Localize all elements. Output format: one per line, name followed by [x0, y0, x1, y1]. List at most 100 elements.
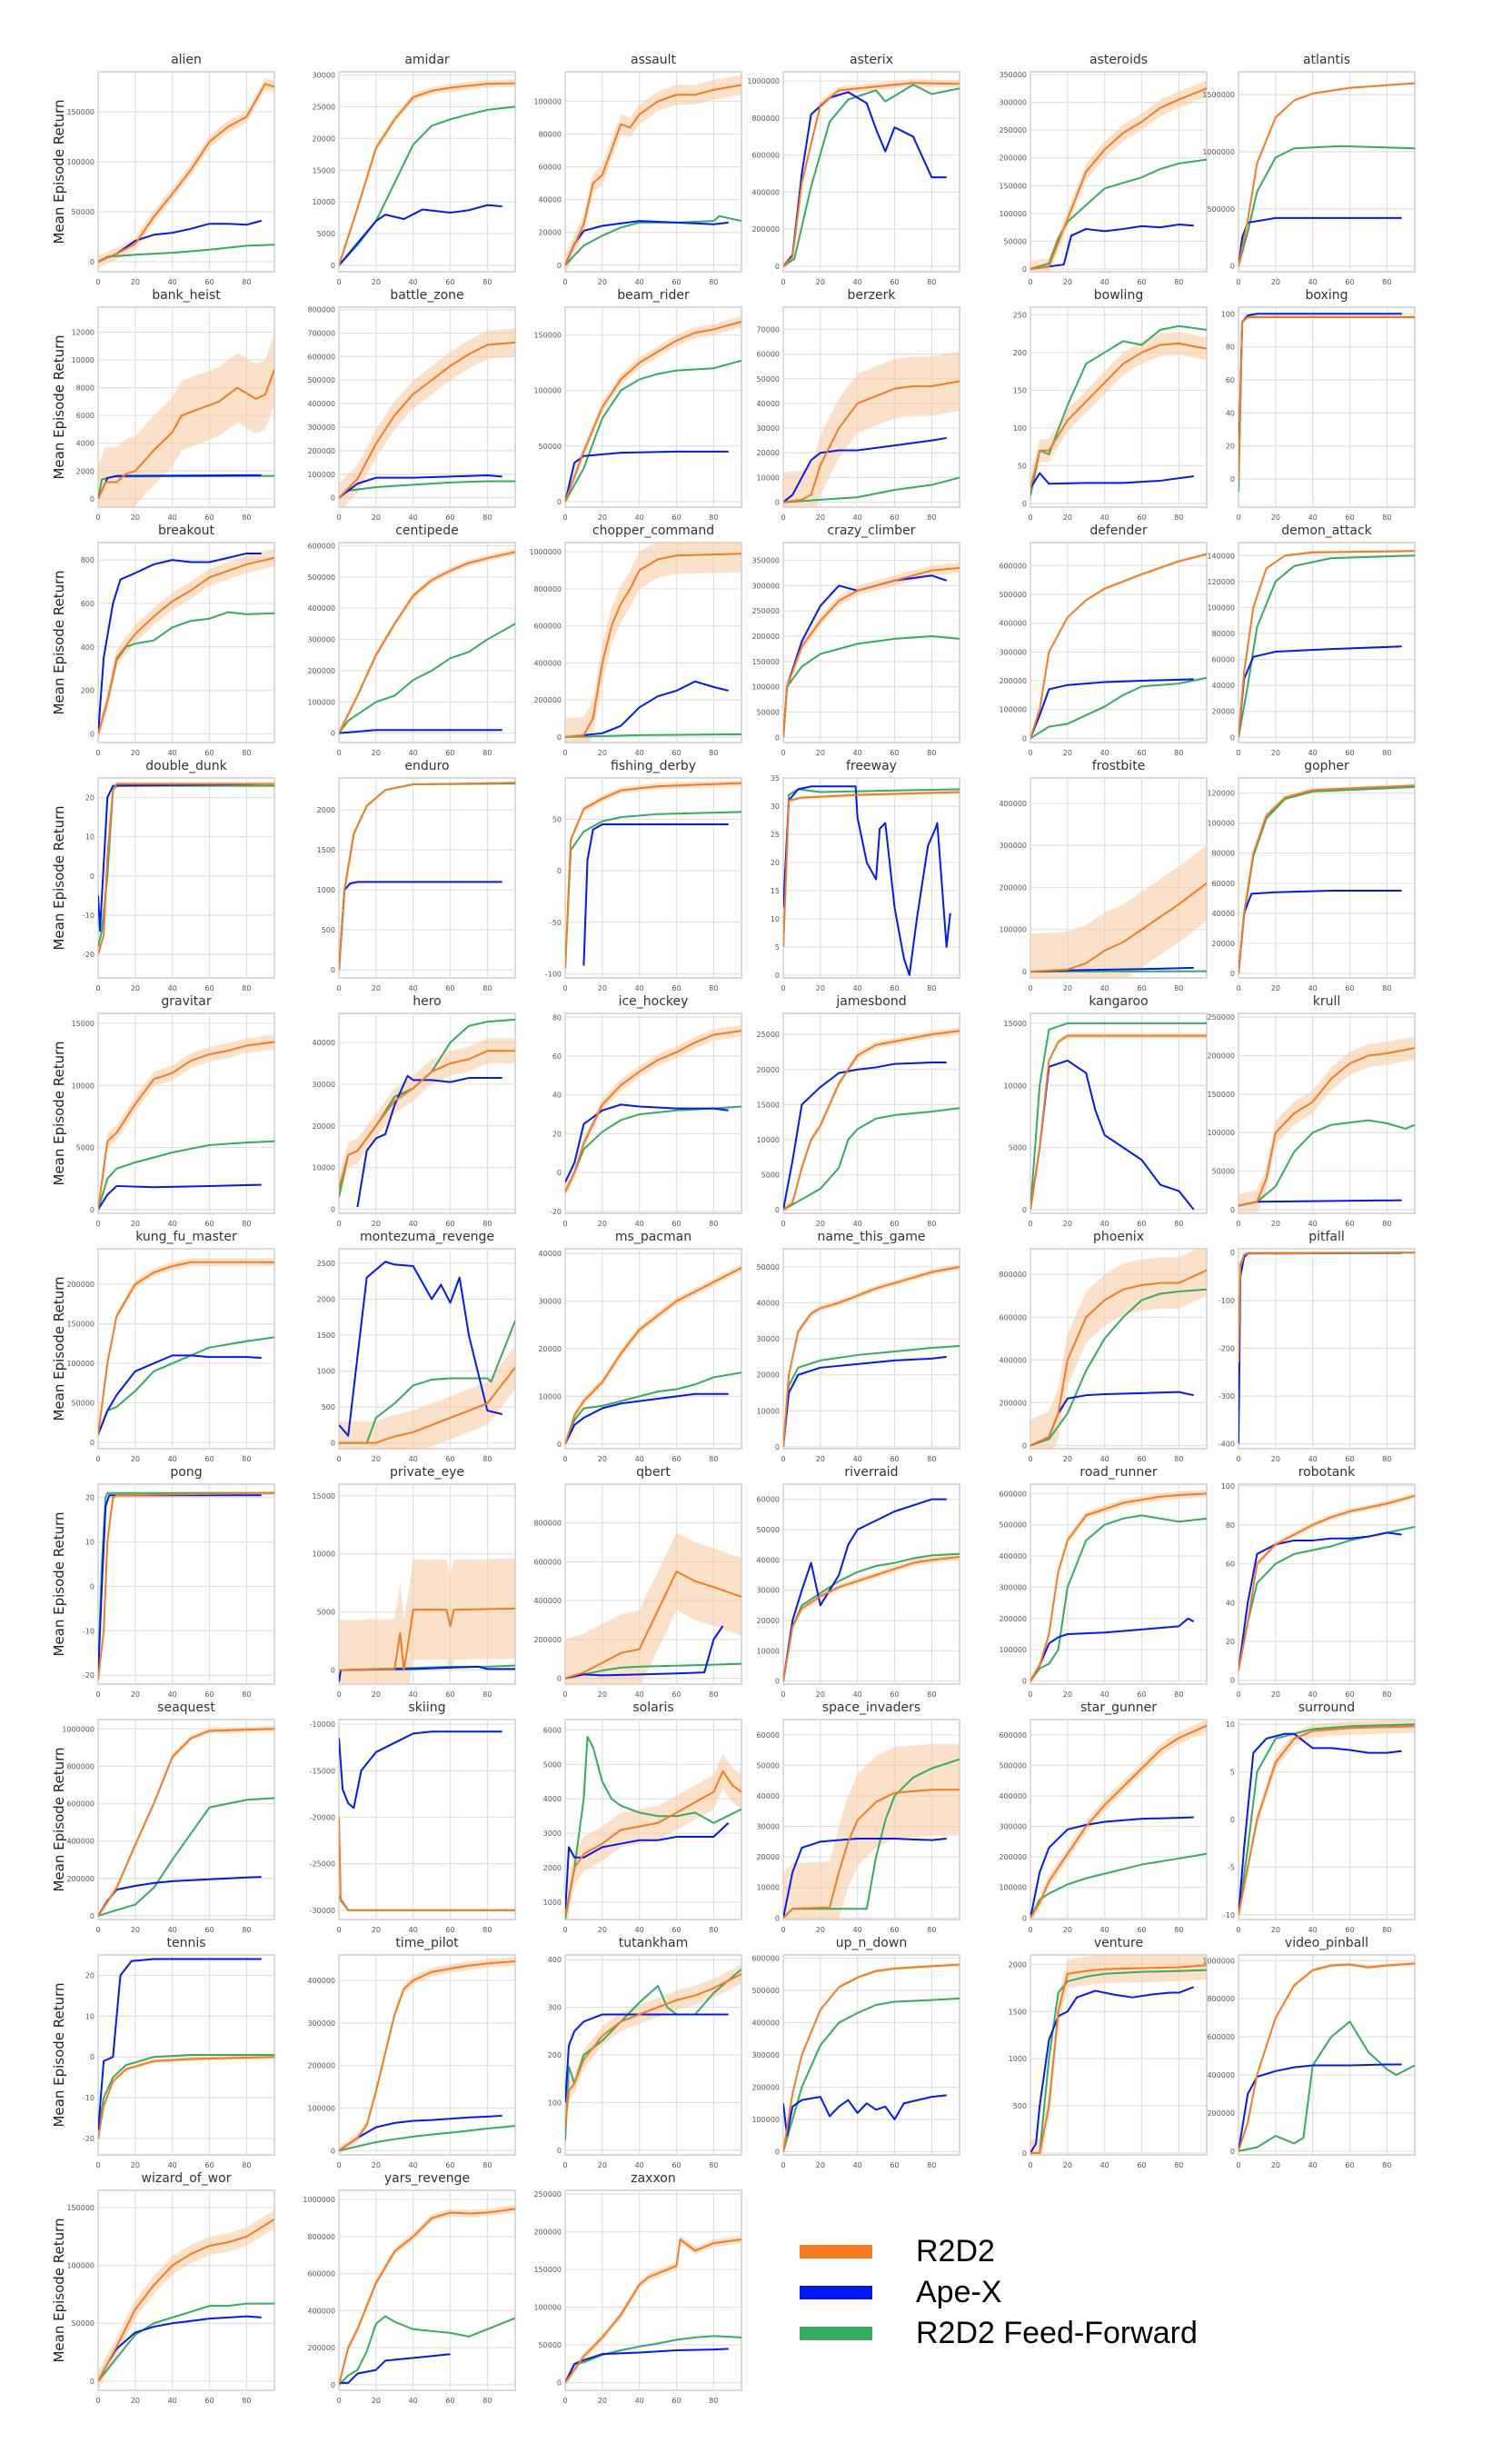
y-tick-label: 600000	[999, 1731, 1027, 1740]
x-tick-label: 20	[372, 749, 381, 757]
plot-area	[1030, 1012, 1208, 1214]
x-tick-label: 60	[204, 278, 214, 286]
panel-ms-pacman: 0 20 40 60 80 0 10000 20000 30000 40000 ms_pacman	[539, 1230, 742, 1463]
panel-title: fishing_derby	[611, 759, 696, 773]
x-tick-label: 40	[168, 749, 177, 757]
x-tick-label: 20	[1063, 278, 1072, 286]
series-r2d2	[783, 1963, 960, 2152]
series-r2d2-feed-forward	[565, 733, 741, 738]
y-tick-label: 400000	[751, 188, 780, 196]
x-tick-label: 20	[131, 1926, 140, 1934]
y-tick-label: -100	[1219, 1297, 1235, 1305]
y-tick-label: 0	[90, 730, 94, 738]
x-tick-label: 80	[242, 1455, 251, 1463]
x-tick-label: 80	[1174, 1926, 1183, 1934]
x-tick-label: 20	[131, 984, 140, 992]
y-tick-label: 50	[1018, 462, 1027, 470]
r2d2-confidence-band	[1030, 845, 1207, 978]
x-tick-label: 60	[671, 1926, 681, 1934]
panel-up-n-down: 0 20 40 60 80 0 100000 200000 300000 400000 500000…	[751, 1936, 960, 2169]
y-tick-label: 10000	[313, 1164, 335, 1172]
y-tick-label: 80	[552, 1013, 562, 1022]
series-r2d2-feed-forward	[565, 1735, 741, 1920]
y-tick-label: 20000	[539, 1345, 562, 1353]
series-ape-x	[783, 2094, 947, 2137]
x-tick-label: 40	[1308, 1690, 1318, 1699]
x-tick-label: 60	[445, 2397, 454, 2405]
x-tick-label: 60	[445, 514, 454, 522]
series-ape-x	[565, 1392, 729, 1445]
x-tick-label: 80	[482, 1690, 492, 1699]
x-tick-label: 20	[1271, 2161, 1280, 2169]
y-tick-label: 1500000	[1202, 91, 1235, 99]
x-tick-label: 40	[853, 749, 862, 757]
panel-bowling: 0 20 40 60 80 0 50 100 150 200 250 bowling	[1013, 288, 1208, 522]
x-tick-label: 80	[242, 278, 251, 286]
y-tick-label: -200	[1219, 1344, 1235, 1352]
y-tick-label: 800000	[307, 2233, 335, 2241]
panel-amidar: 0 20 40 60 80 0 5000 10000 15000 20000 25000 30000 a…	[313, 53, 516, 286]
x-tick-label: 80	[482, 1455, 492, 1463]
series-r2d2	[1238, 1725, 1415, 1915]
series-r2d2-feed-forward	[783, 1758, 960, 1920]
x-tick-label: 0	[336, 514, 341, 522]
y-tick-label: 10	[771, 915, 780, 923]
y-tick-label: 150000	[66, 108, 94, 116]
x-tick-label: 0	[336, 2397, 341, 2405]
panel-title: bank_heist	[152, 288, 221, 303]
y-axis-label: Mean Episode Return	[51, 1511, 67, 1656]
r2d2-confidence-band	[339, 548, 515, 737]
x-tick-label: 0	[1028, 1926, 1032, 1934]
series-r2d2-feed-forward	[98, 1336, 274, 1435]
x-tick-label: 80	[709, 278, 718, 286]
plot-area	[338, 1719, 516, 1920]
panel-gravitar: 0 20 40 60 80 0 5000 10000 15000 gravitar Mean Epi…	[51, 994, 275, 1228]
x-tick-label: 60	[445, 1690, 454, 1699]
y-tick-label: 100000	[999, 1884, 1027, 1892]
y-tick-label: 0	[557, 262, 562, 270]
y-tick-label: 0	[775, 1914, 780, 1922]
y-tick-label: 200000	[751, 633, 780, 641]
y-axis-label: Mean Episode Return	[51, 570, 67, 714]
x-tick-label: 40	[168, 2397, 177, 2405]
y-tick-label: 5000	[317, 230, 335, 238]
panel-crazy-climber: 0 20 40 60 80 0 50000 100000 150000 200000 250000 3…	[751, 524, 960, 757]
panel-title: demon_attack	[1281, 524, 1372, 538]
x-tick-label: 0	[1236, 749, 1240, 757]
x-tick-label: 20	[816, 1926, 825, 1934]
x-tick-label: 40	[409, 2397, 418, 2405]
r2d2-confidence-band	[783, 351, 960, 507]
x-tick-label: 20	[598, 1455, 607, 1463]
x-tick-label: 0	[781, 1926, 785, 1934]
x-tick-label: 40	[409, 514, 418, 522]
y-axis-label: Mean Episode Return	[51, 1982, 67, 2127]
y-tick-label: 200000	[1207, 2109, 1235, 2118]
y-tick-label: 6000	[543, 1726, 562, 1734]
y-tick-label: 10000	[757, 1136, 780, 1144]
panel-jamesbond: 0 20 40 60 80 0 5000 10000 15000 20000 25000 jamesb…	[757, 994, 960, 1228]
y-tick-label: 0	[775, 2148, 780, 2156]
series-r2d2	[565, 553, 741, 738]
plot-area	[1030, 1954, 1208, 2156]
x-tick-label: 20	[816, 514, 825, 522]
r2d2-confidence-band	[1030, 80, 1207, 272]
series-r2d2	[339, 782, 515, 971]
y-tick-label: 300000	[307, 636, 335, 644]
x-tick-label: 80	[709, 1690, 718, 1699]
series-ape-x	[783, 436, 947, 504]
plot-area	[338, 777, 516, 979]
x-tick-label: 40	[409, 1926, 418, 1934]
x-tick-label: 40	[168, 1690, 177, 1699]
x-tick-label: 40	[168, 2161, 177, 2169]
series-r2d2	[783, 380, 960, 504]
series-r2d2-feed-forward	[783, 84, 960, 267]
panel-bank-heist: 0 20 40 60 80 0 2000 4000 6000 8000 10000 12000 bank…	[51, 288, 275, 522]
x-tick-label: 60	[445, 749, 454, 757]
x-tick-label: 60	[1345, 2161, 1354, 2169]
y-tick-label: 60000	[757, 351, 780, 359]
series-r2d2	[565, 1267, 741, 1445]
x-tick-label: 40	[1100, 2161, 1109, 2169]
series-r2d2	[783, 82, 960, 267]
y-tick-label: -20	[83, 2135, 94, 2143]
x-tick-label: 40	[635, 749, 644, 757]
